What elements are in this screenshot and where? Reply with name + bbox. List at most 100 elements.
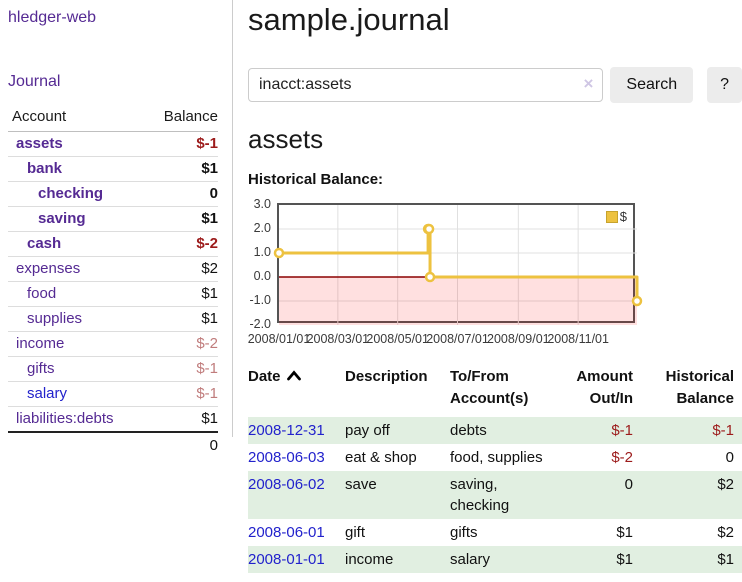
y-tick-label: 1.0 — [253, 245, 271, 259]
accounts-header-row: Account Balance — [8, 106, 218, 132]
transaction-accounts: food, supplies — [450, 449, 543, 466]
sidebar: hledger-web Journal Account Balance asse… — [0, 0, 233, 458]
account-row: cash $-2 — [8, 231, 218, 257]
x-tick-label: 2008/09/01 — [487, 332, 550, 346]
account-row: salary $-1 — [8, 381, 218, 407]
x-tick-label: 2008/05/01 — [366, 332, 429, 346]
x-tick-label: 2008/01/01 — [247, 332, 311, 346]
transaction-row: 2008-12-31 pay off debts $-1 $-1 — [248, 417, 742, 444]
account-link[interactable]: saving — [38, 210, 86, 227]
account-balance: 0 — [143, 181, 218, 207]
account-link[interactable]: checking — [38, 185, 104, 202]
transaction-balance: $1 — [717, 551, 734, 568]
account-balance: $2 — [143, 256, 218, 282]
register-header-row: Date Description To/From Account(s) Amount Ou… — [248, 366, 742, 417]
x-tick-label: 2008/07/01 — [426, 332, 489, 346]
journal-link[interactable]: Journal — [8, 73, 61, 90]
transaction-balance: 0 — [725, 449, 734, 466]
transaction-amount: 0 — [624, 476, 633, 493]
register-column-header: To/From Account(s) — [450, 368, 529, 407]
x-tick-label: 2008/11/01 — [547, 332, 609, 346]
transaction-accounts: salary — [450, 551, 491, 568]
x-tick-label: 2008/03/01 — [306, 332, 370, 346]
register-column-header: Historical Balance — [665, 368, 734, 407]
account-row: supplies $1 — [8, 306, 218, 332]
account-link[interactable]: gifts — [27, 360, 55, 377]
account-link[interactable]: food — [27, 285, 57, 302]
account-balance: $1 — [143, 206, 218, 232]
page-title: sample.journal — [248, 2, 450, 37]
account-balance: $-1 — [143, 381, 218, 407]
chart-legend: $ — [605, 209, 627, 224]
chart-title: Historical Balance: — [248, 171, 384, 188]
legend-label: $ — [619, 209, 627, 224]
historical-balance-chart: $ 3.0 2.0 1.0 0.0 -1.0 -2.0 2008/01/01 2008/03/… — [247, 197, 742, 346]
account-row: bank $1 — [8, 156, 218, 182]
transaction-description: gift — [345, 524, 366, 541]
account-balance: $-2 — [143, 331, 218, 357]
legend-swatch-icon — [605, 210, 618, 223]
transaction-balance: $2 — [717, 476, 734, 493]
transaction-accounts: debts — [450, 422, 487, 439]
register-column-header[interactable]: Date — [248, 366, 345, 417]
help-button[interactable]: ? — [707, 67, 742, 103]
y-tick-label: -1.0 — [249, 293, 271, 307]
app-title[interactable]: hledger-web — [8, 9, 97, 26]
transaction-date-link[interactable]: 2008-01-01 — [248, 551, 325, 568]
account-link[interactable]: bank — [27, 160, 63, 177]
account-link[interactable]: supplies — [27, 310, 83, 327]
accounts-total-row: 0 — [8, 431, 218, 458]
chart-svg — [273, 205, 643, 325]
transaction-amount: $-1 — [611, 422, 633, 439]
clear-search-icon[interactable]: × — [583, 74, 594, 93]
transaction-date-link[interactable]: 2008-06-02 — [248, 476, 325, 493]
account-link[interactable]: assets — [16, 135, 63, 152]
account-link[interactable]: cash — [27, 235, 62, 252]
main-content: sample.journal × Search ? assets Histori… — [248, 0, 742, 573]
account-row: gifts $-1 — [8, 356, 218, 382]
transaction-row: 2008-06-02 save saving, checking 0 $2 — [248, 471, 742, 519]
transaction-date-link[interactable]: 2008-06-03 — [248, 449, 325, 466]
account-balance: $-1 — [143, 356, 218, 382]
transaction-row: 2008-06-03 eat & shop food, supplies $-2 0 — [248, 444, 742, 471]
search-input[interactable] — [248, 68, 604, 102]
account-link[interactable]: liabilities:debts — [16, 410, 114, 427]
account-link[interactable]: salary — [27, 385, 68, 402]
transaction-row: 2008-06-01 gift gifts $1 $2 — [248, 519, 742, 546]
account-row: income $-2 — [8, 331, 218, 357]
account-link[interactable]: income — [16, 335, 65, 352]
transaction-date-link[interactable]: 2008-12-31 — [248, 422, 325, 439]
transaction-amount: $-2 — [611, 449, 633, 466]
transaction-description: eat & shop — [345, 449, 417, 466]
transaction-balance: $-1 — [712, 422, 734, 439]
transaction-accounts: gifts — [450, 524, 478, 541]
account-balance: $-1 — [143, 131, 218, 157]
transaction-accounts: saving, checking — [450, 476, 510, 514]
account-column-header: Account — [8, 106, 144, 132]
transaction-description: save — [345, 476, 377, 493]
total-label — [8, 431, 144, 458]
account-row: expenses $2 — [8, 256, 218, 282]
accounts-table: Account Balance assets $-1 bank $1 checking 0… — [8, 106, 218, 458]
y-tick-label: 0.0 — [253, 269, 271, 283]
transaction-description: income — [345, 551, 394, 568]
account-heading: assets — [248, 124, 324, 154]
balance-column-header: Balance — [143, 106, 218, 132]
account-balance: $1 — [143, 406, 218, 433]
account-row: saving $1 — [8, 206, 218, 232]
search-button[interactable]: Search — [610, 67, 694, 103]
transaction-row: 2008-01-01 income salary $1 $1 — [248, 546, 742, 573]
search-form: × Search ? — [248, 67, 742, 103]
transaction-date-link[interactable]: 2008-06-01 — [248, 524, 325, 541]
account-balance: $1 — [143, 281, 218, 307]
total-balance: 0 — [143, 431, 218, 458]
sort-ascending-icon[interactable] — [286, 368, 301, 385]
register-column-header: Description — [345, 368, 428, 385]
account-balance: $1 — [143, 156, 218, 182]
chart-plot-box: $ — [273, 203, 643, 325]
account-row: liabilities:debts $1 — [8, 406, 218, 433]
account-link[interactable]: expenses — [16, 260, 81, 277]
y-tick-label: -2.0 — [249, 317, 271, 331]
register-table: Date Description To/From Account(s) Amount Ou… — [248, 366, 742, 573]
